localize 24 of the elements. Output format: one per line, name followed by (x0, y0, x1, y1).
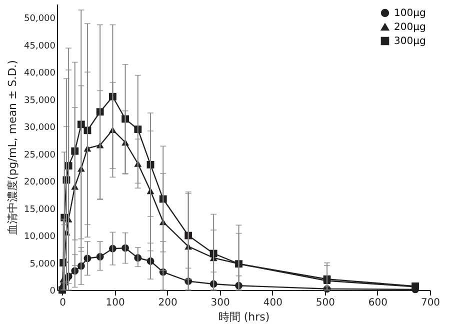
y-tick-label: 25,000 (24, 150, 56, 160)
x-tick-label: 600 (368, 298, 388, 308)
x-tick-label: 0 (60, 298, 66, 308)
x-tick-label: 100 (106, 298, 125, 308)
y-tick-label: 5,000 (30, 259, 56, 270)
x-tick-label: 700 (420, 298, 440, 308)
x-tick-label: 400 (263, 298, 282, 308)
x-tick-label: 300 (210, 298, 230, 308)
y-tick-label: 10,000 (24, 232, 56, 242)
legend-label: 200μg (394, 22, 426, 33)
y-axis-title: 血清中濃度(pg/mL, mean ± S.D.) (6, 60, 20, 235)
legend-label: 100μg (394, 8, 426, 19)
y-tick-label: 20,000 (24, 178, 56, 188)
x-tick-label: 500 (316, 298, 335, 308)
x-tick-label: 200 (158, 298, 178, 308)
y-tick-label: 0 (50, 286, 56, 296)
y-tick-label: 50,000 (24, 14, 56, 24)
legend-label: 300μg (394, 36, 426, 47)
y-tick-label: 40,000 (24, 68, 56, 79)
y-tick-label: 30,000 (24, 123, 56, 134)
y-tick-label: 15,000 (24, 204, 56, 215)
x-axis-title: 時間 (hrs) (218, 310, 270, 324)
y-tick-label: 45,000 (24, 41, 56, 52)
y-tick-label: 35,000 (24, 96, 56, 106)
